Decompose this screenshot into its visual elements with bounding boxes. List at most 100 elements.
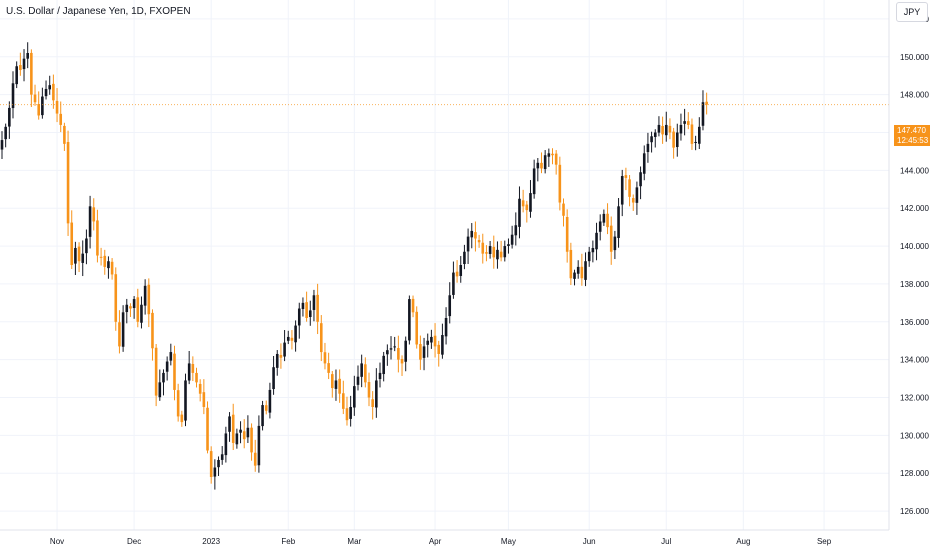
candle-body <box>319 323 323 353</box>
candle-body <box>602 213 606 223</box>
candle-body <box>110 261 114 275</box>
candle-body <box>653 132 657 137</box>
candle-body <box>496 249 499 260</box>
candle-body <box>228 416 231 432</box>
candle-body <box>118 322 121 347</box>
currency-button[interactable]: JPY <box>896 2 928 22</box>
candle-body <box>694 141 697 144</box>
candle-body <box>279 354 283 358</box>
candle-body <box>63 125 66 144</box>
candle-body <box>474 232 477 239</box>
grid-lines <box>0 0 889 530</box>
y-tick-label: 140.000 <box>900 242 929 251</box>
candle-body <box>672 131 675 148</box>
candle-body <box>393 346 396 348</box>
candle-body <box>114 274 118 322</box>
y-tick-label: 130.000 <box>900 431 929 440</box>
last-price-tag: 147.470 12:45:53 <box>894 125 930 146</box>
y-tick-label: 142.000 <box>900 204 929 213</box>
candle-body <box>617 206 620 238</box>
y-tick-label: 132.000 <box>900 394 929 403</box>
candle-body <box>521 200 525 207</box>
candle-body <box>514 225 518 236</box>
candle-body <box>664 124 668 136</box>
candle-body <box>184 380 187 421</box>
candle-body <box>378 372 382 380</box>
candle-body <box>404 340 407 362</box>
candle-body <box>162 372 165 383</box>
candle-body <box>143 285 147 306</box>
candle-body <box>371 399 374 407</box>
candle-body <box>650 136 653 143</box>
candle-body <box>136 297 140 322</box>
candle-body <box>85 238 88 254</box>
candle-body <box>268 389 272 413</box>
candle-body <box>15 66 18 85</box>
candle-body <box>411 298 415 313</box>
candle-body <box>8 107 11 127</box>
candle-body <box>353 386 356 408</box>
candle-body <box>459 265 463 276</box>
candle-body <box>37 104 40 116</box>
y-tick-label: 126.000 <box>900 507 929 516</box>
candle-body <box>165 361 169 372</box>
candle-body <box>180 414 184 423</box>
candle-body <box>99 256 103 258</box>
candle-body <box>503 246 507 258</box>
candle-body <box>338 378 341 394</box>
candle-body <box>323 352 327 364</box>
candle-body <box>470 230 474 238</box>
candle-body <box>444 318 448 337</box>
candlestick-series <box>0 42 708 490</box>
candle-body <box>437 344 441 354</box>
candle-body <box>272 367 275 390</box>
candle-body <box>206 407 209 451</box>
candle-body <box>397 348 400 360</box>
candle-body <box>448 295 452 317</box>
candle-body <box>11 83 15 109</box>
candle-body <box>26 53 29 59</box>
candle-body <box>187 363 191 381</box>
price-axis[interactable]: 126.000 128.000 130.000 132.000 134.000 136.0… <box>900 15 929 516</box>
candle-body <box>701 102 705 126</box>
candle-body <box>485 252 488 254</box>
candle-body <box>698 126 701 144</box>
y-tick-label: 134.000 <box>900 356 929 365</box>
candle-body <box>231 414 235 443</box>
candle-body <box>217 459 220 468</box>
symbol-title: U.S. Dollar / Japanese Yen, 1D, FXOPEN <box>6 6 191 17</box>
candle-body <box>235 433 239 445</box>
candle-body <box>4 126 7 140</box>
candle-body <box>690 124 694 144</box>
candle-body <box>257 425 261 466</box>
candle-body <box>286 336 290 341</box>
y-tick-label: 136.000 <box>900 318 929 327</box>
candle-body <box>569 249 573 279</box>
candle-body <box>631 198 635 203</box>
candle-body <box>558 164 562 203</box>
candle-body <box>41 96 44 116</box>
candle-body <box>92 207 96 222</box>
candle-body <box>158 382 162 398</box>
candle-body <box>261 405 264 427</box>
candle-body <box>551 153 554 156</box>
candle-body <box>609 225 613 252</box>
candle-body <box>312 295 316 310</box>
time-axis[interactable]: Nov Dec 2023 Feb Mar Apr May Jun Jul Aug Sep <box>50 537 832 546</box>
candle-body <box>345 408 349 421</box>
candle-body <box>367 382 371 398</box>
candle-body <box>635 187 639 203</box>
candle-body <box>327 363 330 373</box>
candle-body <box>584 261 587 280</box>
candle-body <box>532 168 536 195</box>
candle-body <box>547 153 551 157</box>
candle-body <box>646 143 650 153</box>
candle-body <box>154 347 158 396</box>
x-tick-label: May <box>501 537 516 546</box>
candle-body <box>202 392 206 407</box>
candle-body <box>132 299 136 309</box>
y-tick-label: 150.000 <box>900 53 929 62</box>
x-tick-label: Dec <box>127 537 141 546</box>
candle-body <box>661 125 664 135</box>
